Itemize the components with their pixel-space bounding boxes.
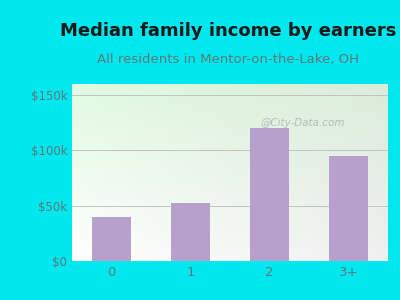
Bar [329, 156, 368, 261]
Bar [171, 203, 210, 261]
Bar [92, 217, 131, 261]
Bar [250, 128, 289, 261]
Text: Median family income by earners: Median family income by earners [60, 22, 396, 40]
Text: @City-Data.com: @City-Data.com [260, 118, 345, 128]
Text: All residents in Mentor-on-the-Lake, OH: All residents in Mentor-on-the-Lake, OH [97, 53, 359, 67]
